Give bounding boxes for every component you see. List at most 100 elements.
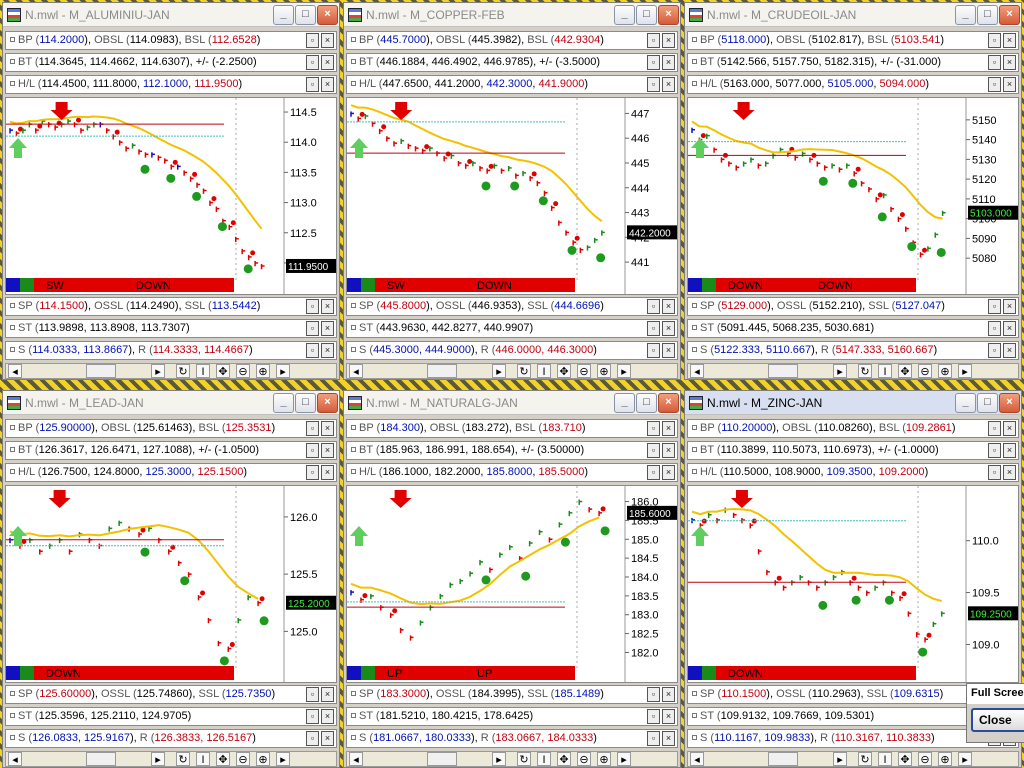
scroll-right-icon[interactable]: ▸ bbox=[492, 752, 506, 766]
row-close-icon[interactable]: × bbox=[662, 343, 675, 358]
chart-window[interactable]: N.mwl - M_ALUMINIU-JAN _ □ × BP (114.2000), … bbox=[2, 2, 340, 380]
scroll-end-icon[interactable]: ▸ bbox=[617, 364, 631, 378]
row-restore-icon[interactable]: ▫ bbox=[306, 343, 319, 358]
row-close-icon[interactable]: × bbox=[662, 421, 675, 436]
row-restore-icon[interactable]: ▫ bbox=[988, 33, 1001, 48]
row-close-icon[interactable]: × bbox=[662, 55, 675, 70]
scroll-left-icon[interactable]: ◂ bbox=[690, 364, 704, 378]
row-restore-icon[interactable]: ▫ bbox=[647, 421, 660, 436]
close-icon[interactable]: × bbox=[658, 393, 679, 413]
row-close-icon[interactable]: × bbox=[1003, 321, 1016, 336]
row-close-icon[interactable]: × bbox=[1003, 77, 1016, 92]
zoom-out-icon[interactable]: ⊖ bbox=[918, 752, 932, 766]
row-restore-icon[interactable]: ▫ bbox=[647, 77, 660, 92]
pan-icon[interactable]: ✥ bbox=[216, 752, 230, 766]
chart-window[interactable]: N.mwl - M_LEAD-JAN _ □ × BP (125.90000), OBS… bbox=[2, 390, 340, 768]
chart-scrollbar[interactable]: ◂ ▸ ↻ I ✥ ⊖ ⊕ ▸ bbox=[5, 751, 337, 767]
row-close-icon[interactable]: × bbox=[321, 421, 334, 436]
chart-scrollbar[interactable]: ◂ ▸ ↻ I ✥ ⊖ ⊕ ▸ bbox=[5, 363, 337, 379]
scroll-end-icon[interactable]: ▸ bbox=[958, 752, 972, 766]
window-titlebar[interactable]: N.mwl - M_COPPER-FEB _ □ × bbox=[344, 3, 680, 27]
row-restore-icon[interactable]: ▫ bbox=[306, 709, 319, 724]
row-restore-icon[interactable]: ▫ bbox=[306, 77, 319, 92]
row-close-icon[interactable]: × bbox=[321, 687, 334, 702]
row-restore-icon[interactable]: ▫ bbox=[647, 731, 660, 746]
row-restore-icon[interactable]: ▫ bbox=[647, 33, 660, 48]
minimize-icon[interactable]: _ bbox=[614, 393, 635, 413]
price-chart[interactable]: 110.0 109.5 109.0 109.2500 DOWN bbox=[687, 485, 1019, 683]
close-icon[interactable]: × bbox=[999, 5, 1020, 25]
minimize-icon[interactable]: _ bbox=[273, 393, 294, 413]
scroll-thumb[interactable] bbox=[86, 364, 116, 378]
maximize-icon[interactable]: □ bbox=[636, 5, 657, 25]
cursor-icon[interactable]: I bbox=[537, 752, 551, 766]
chart-scrollbar[interactable]: ◂ ▸ ↻ I ✥ ⊖ ⊕ ▸ bbox=[346, 363, 678, 379]
scroll-thumb[interactable] bbox=[768, 752, 798, 766]
scroll-left-icon[interactable]: ◂ bbox=[349, 752, 363, 766]
refresh-icon[interactable]: ↻ bbox=[858, 364, 872, 378]
row-restore-icon[interactable]: ▫ bbox=[306, 465, 319, 480]
price-chart[interactable]: 515051405130512051105100509050805103.000… bbox=[687, 97, 1019, 295]
scroll-end-icon[interactable]: ▸ bbox=[958, 364, 972, 378]
row-close-icon[interactable]: × bbox=[662, 731, 675, 746]
row-close-icon[interactable]: × bbox=[662, 77, 675, 92]
pan-icon[interactable]: ✥ bbox=[557, 364, 571, 378]
row-close-icon[interactable]: × bbox=[1003, 421, 1016, 436]
chart-scrollbar[interactable]: ◂ ▸ ↻ I ✥ ⊖ ⊕ ▸ bbox=[687, 363, 1019, 379]
row-restore-icon[interactable]: ▫ bbox=[306, 33, 319, 48]
chart-scrollbar[interactable]: ◂ ▸ ↻ I ✥ ⊖ ⊕ ▸ bbox=[687, 751, 1019, 767]
scroll-thumb[interactable] bbox=[427, 752, 457, 766]
zoom-in-icon[interactable]: ⊕ bbox=[938, 364, 952, 378]
price-chart[interactable]: 114.5114.0113.5113.0112.5112.0111.9500SW… bbox=[5, 97, 337, 295]
cursor-icon[interactable]: I bbox=[196, 752, 210, 766]
cursor-icon[interactable]: I bbox=[878, 364, 892, 378]
scroll-left-icon[interactable]: ◂ bbox=[349, 364, 363, 378]
zoom-out-icon[interactable]: ⊖ bbox=[918, 364, 932, 378]
maximize-icon[interactable]: □ bbox=[295, 393, 316, 413]
row-restore-icon[interactable]: ▫ bbox=[988, 443, 1001, 458]
row-close-icon[interactable]: × bbox=[321, 343, 334, 358]
zoom-in-icon[interactable]: ⊕ bbox=[256, 364, 270, 378]
cursor-icon[interactable]: I bbox=[196, 364, 210, 378]
maximize-icon[interactable]: □ bbox=[977, 393, 998, 413]
close-icon[interactable]: × bbox=[999, 393, 1020, 413]
row-close-icon[interactable]: × bbox=[1003, 33, 1016, 48]
row-close-icon[interactable]: × bbox=[321, 55, 334, 70]
row-close-icon[interactable]: × bbox=[321, 33, 334, 48]
refresh-icon[interactable]: ↻ bbox=[858, 752, 872, 766]
row-restore-icon[interactable]: ▫ bbox=[306, 55, 319, 70]
row-close-icon[interactable]: × bbox=[321, 465, 334, 480]
close-icon[interactable]: × bbox=[317, 5, 338, 25]
refresh-icon[interactable]: ↻ bbox=[517, 364, 531, 378]
scroll-right-icon[interactable]: ▸ bbox=[151, 364, 165, 378]
scroll-thumb[interactable] bbox=[768, 364, 798, 378]
zoom-out-icon[interactable]: ⊖ bbox=[236, 752, 250, 766]
row-restore-icon[interactable]: ▫ bbox=[647, 299, 660, 314]
row-restore-icon[interactable]: ▫ bbox=[647, 465, 660, 480]
minimize-icon[interactable]: _ bbox=[955, 393, 976, 413]
scroll-end-icon[interactable]: ▸ bbox=[617, 752, 631, 766]
row-close-icon[interactable]: × bbox=[662, 321, 675, 336]
scroll-thumb[interactable] bbox=[86, 752, 116, 766]
pan-icon[interactable]: ✥ bbox=[898, 752, 912, 766]
row-restore-icon[interactable]: ▫ bbox=[306, 421, 319, 436]
zoom-in-icon[interactable]: ⊕ bbox=[256, 752, 270, 766]
chart-window[interactable]: N.mwl - M_NATURALG-JAN _ □ × BP (184.300), O… bbox=[343, 390, 681, 768]
row-close-icon[interactable]: × bbox=[662, 465, 675, 480]
close-icon[interactable]: × bbox=[658, 5, 679, 25]
zoom-out-icon[interactable]: ⊖ bbox=[236, 364, 250, 378]
refresh-icon[interactable]: ↻ bbox=[517, 752, 531, 766]
row-restore-icon[interactable]: ▫ bbox=[306, 299, 319, 314]
minimize-icon[interactable]: _ bbox=[273, 5, 294, 25]
row-restore-icon[interactable]: ▫ bbox=[988, 299, 1001, 314]
maximize-icon[interactable]: □ bbox=[295, 5, 316, 25]
pan-icon[interactable]: ✥ bbox=[898, 364, 912, 378]
price-chart[interactable]: 126.0 125.5 125.0 125.2000 DOWN bbox=[5, 485, 337, 683]
row-close-icon[interactable]: × bbox=[321, 731, 334, 746]
minimize-icon[interactable]: _ bbox=[955, 5, 976, 25]
cursor-icon[interactable]: I bbox=[537, 364, 551, 378]
scroll-left-icon[interactable]: ◂ bbox=[8, 364, 22, 378]
row-close-icon[interactable]: × bbox=[321, 709, 334, 724]
row-restore-icon[interactable]: ▫ bbox=[988, 465, 1001, 480]
window-titlebar[interactable]: N.mwl - M_ZINC-JAN _ □ × bbox=[685, 391, 1021, 415]
